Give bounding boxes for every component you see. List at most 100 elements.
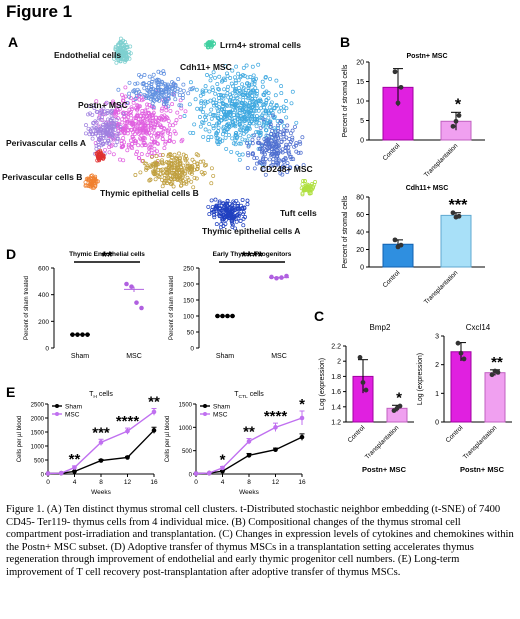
tsne-cell-point xyxy=(264,138,269,143)
tsne-cell-point xyxy=(96,133,100,138)
tsne-cell-point xyxy=(252,133,257,138)
y-tick-label: 2.2 xyxy=(331,344,341,351)
y-axis-label: Percent of stromal cells xyxy=(342,64,349,137)
tsne-cell-point xyxy=(148,164,153,169)
tsne-cell-point xyxy=(223,117,228,122)
tsne-cell-point xyxy=(153,171,158,176)
tsne-cell-point xyxy=(99,137,104,142)
tsne-cell-point xyxy=(293,124,297,129)
tsne-cell-point xyxy=(240,82,245,87)
tsne-cell-point xyxy=(274,78,279,83)
y-tick-label: 1 xyxy=(435,391,439,398)
tsne-cell-point xyxy=(233,81,238,86)
chart-title: Cxcl14 xyxy=(466,323,491,332)
tsne-cell-point xyxy=(120,144,125,149)
tsne-cell-point xyxy=(111,101,116,106)
y-axis-label: Cells per µl blood xyxy=(17,416,23,462)
tsne-cell-point xyxy=(252,156,257,161)
data-point xyxy=(193,471,199,476)
y-tick-label: 0 xyxy=(435,420,439,427)
tsne-cell-point xyxy=(158,70,163,75)
tsne-cell-point xyxy=(153,122,157,127)
tsne-cell-point xyxy=(237,111,242,115)
tsne-cell-point xyxy=(258,125,263,130)
tsne-cell-point xyxy=(272,106,277,111)
tsne-cell-point xyxy=(123,121,128,125)
tsne-cell-point xyxy=(151,169,156,174)
tsne-cell-point xyxy=(250,113,255,118)
tsne-cell-point xyxy=(307,191,312,196)
tsne-cell-point xyxy=(238,114,243,119)
tsne-cell-point xyxy=(226,95,231,100)
tsne-cell-point xyxy=(129,105,134,110)
x-tick-label: Sham xyxy=(216,353,234,360)
tsne-cell-point xyxy=(214,203,219,208)
tsne-cell-point xyxy=(262,105,266,110)
tsne-cell-point xyxy=(100,118,105,122)
y-tick-label: 60 xyxy=(356,212,364,219)
tsne-cell-point xyxy=(127,80,132,85)
tsne-cell-point xyxy=(154,154,159,159)
tsne-cell-point xyxy=(156,174,161,179)
tsne-cell-point xyxy=(235,204,240,209)
tsne-cell-point xyxy=(218,137,223,142)
tsne-cell-point xyxy=(167,123,172,128)
cluster-label-thymic-epithelial-a: Thymic epithelial cells A xyxy=(202,226,301,236)
tsne-cell-point xyxy=(147,74,152,79)
y-axis-label: Log (expression) xyxy=(417,353,424,405)
tsne-cell-point xyxy=(300,135,305,140)
tsne-cell-point xyxy=(258,130,263,135)
tsne-cell-point xyxy=(241,131,246,136)
tsne-cell-point xyxy=(104,134,109,139)
tsne-cell-point xyxy=(176,77,181,82)
tsne-cell-point xyxy=(168,152,173,157)
significance-label: * xyxy=(455,96,462,113)
tsne-cell-point xyxy=(245,141,249,146)
tsne-cell-point xyxy=(262,162,267,167)
tsne-cell-point xyxy=(228,76,233,80)
data-point xyxy=(455,340,461,346)
tsne-cell-point xyxy=(209,181,214,186)
tsne-cell-point xyxy=(217,120,222,125)
tsne-cell-point xyxy=(190,167,194,172)
tsne-cell-point xyxy=(288,131,293,136)
tsne-cell-point xyxy=(96,124,101,129)
tsne-cell-point xyxy=(244,63,249,68)
tsne-cell-point xyxy=(183,109,188,114)
data-point xyxy=(220,465,225,471)
tsne-cell-point xyxy=(149,154,154,159)
tsne-cell-point xyxy=(272,105,277,110)
data-point xyxy=(395,100,401,106)
tsne-cell-point xyxy=(209,42,214,46)
tsne-cell-point xyxy=(246,104,251,109)
tsne-cell-point xyxy=(170,84,175,89)
x-tick-label: 16 xyxy=(150,479,158,486)
tsne-cell-point xyxy=(274,156,279,161)
y-tick-label: 1000 xyxy=(31,445,45,451)
tsne-cell-point xyxy=(217,105,221,110)
tsne-cell-point xyxy=(181,82,186,87)
tsne-cell-point xyxy=(279,105,283,110)
tsne-cell-point xyxy=(229,149,234,154)
tsne-cell-point xyxy=(215,82,220,86)
tsne-cell-point xyxy=(180,137,185,142)
tsne-cell-point xyxy=(298,141,303,146)
tsne-cell-point xyxy=(290,135,295,140)
data-point xyxy=(206,470,212,476)
tsne-cell-point xyxy=(125,131,130,136)
tsne-cell-point xyxy=(113,143,118,148)
tsne-cell-point xyxy=(262,160,267,165)
tsne-cell-point xyxy=(147,149,152,154)
tsne-cell-point xyxy=(214,222,219,227)
chart-th-cells: TH cells 0 500 1000 1500 2000 2500 0 4 8 12 16 Weeks… xyxy=(17,391,160,496)
tsne-cell-point xyxy=(139,98,144,103)
tsne-cell-point xyxy=(159,88,164,93)
y-axis-label: Cells per µl blood xyxy=(165,416,171,462)
tsne-cell-point xyxy=(90,136,95,141)
tsne-cell-point xyxy=(149,164,154,169)
y-tick-label: 10 xyxy=(356,99,364,106)
tsne-cell-point xyxy=(241,86,246,90)
tsne-cell-point xyxy=(294,141,299,146)
tsne-cell-point xyxy=(166,119,171,123)
tsne-cell-point xyxy=(285,170,290,174)
